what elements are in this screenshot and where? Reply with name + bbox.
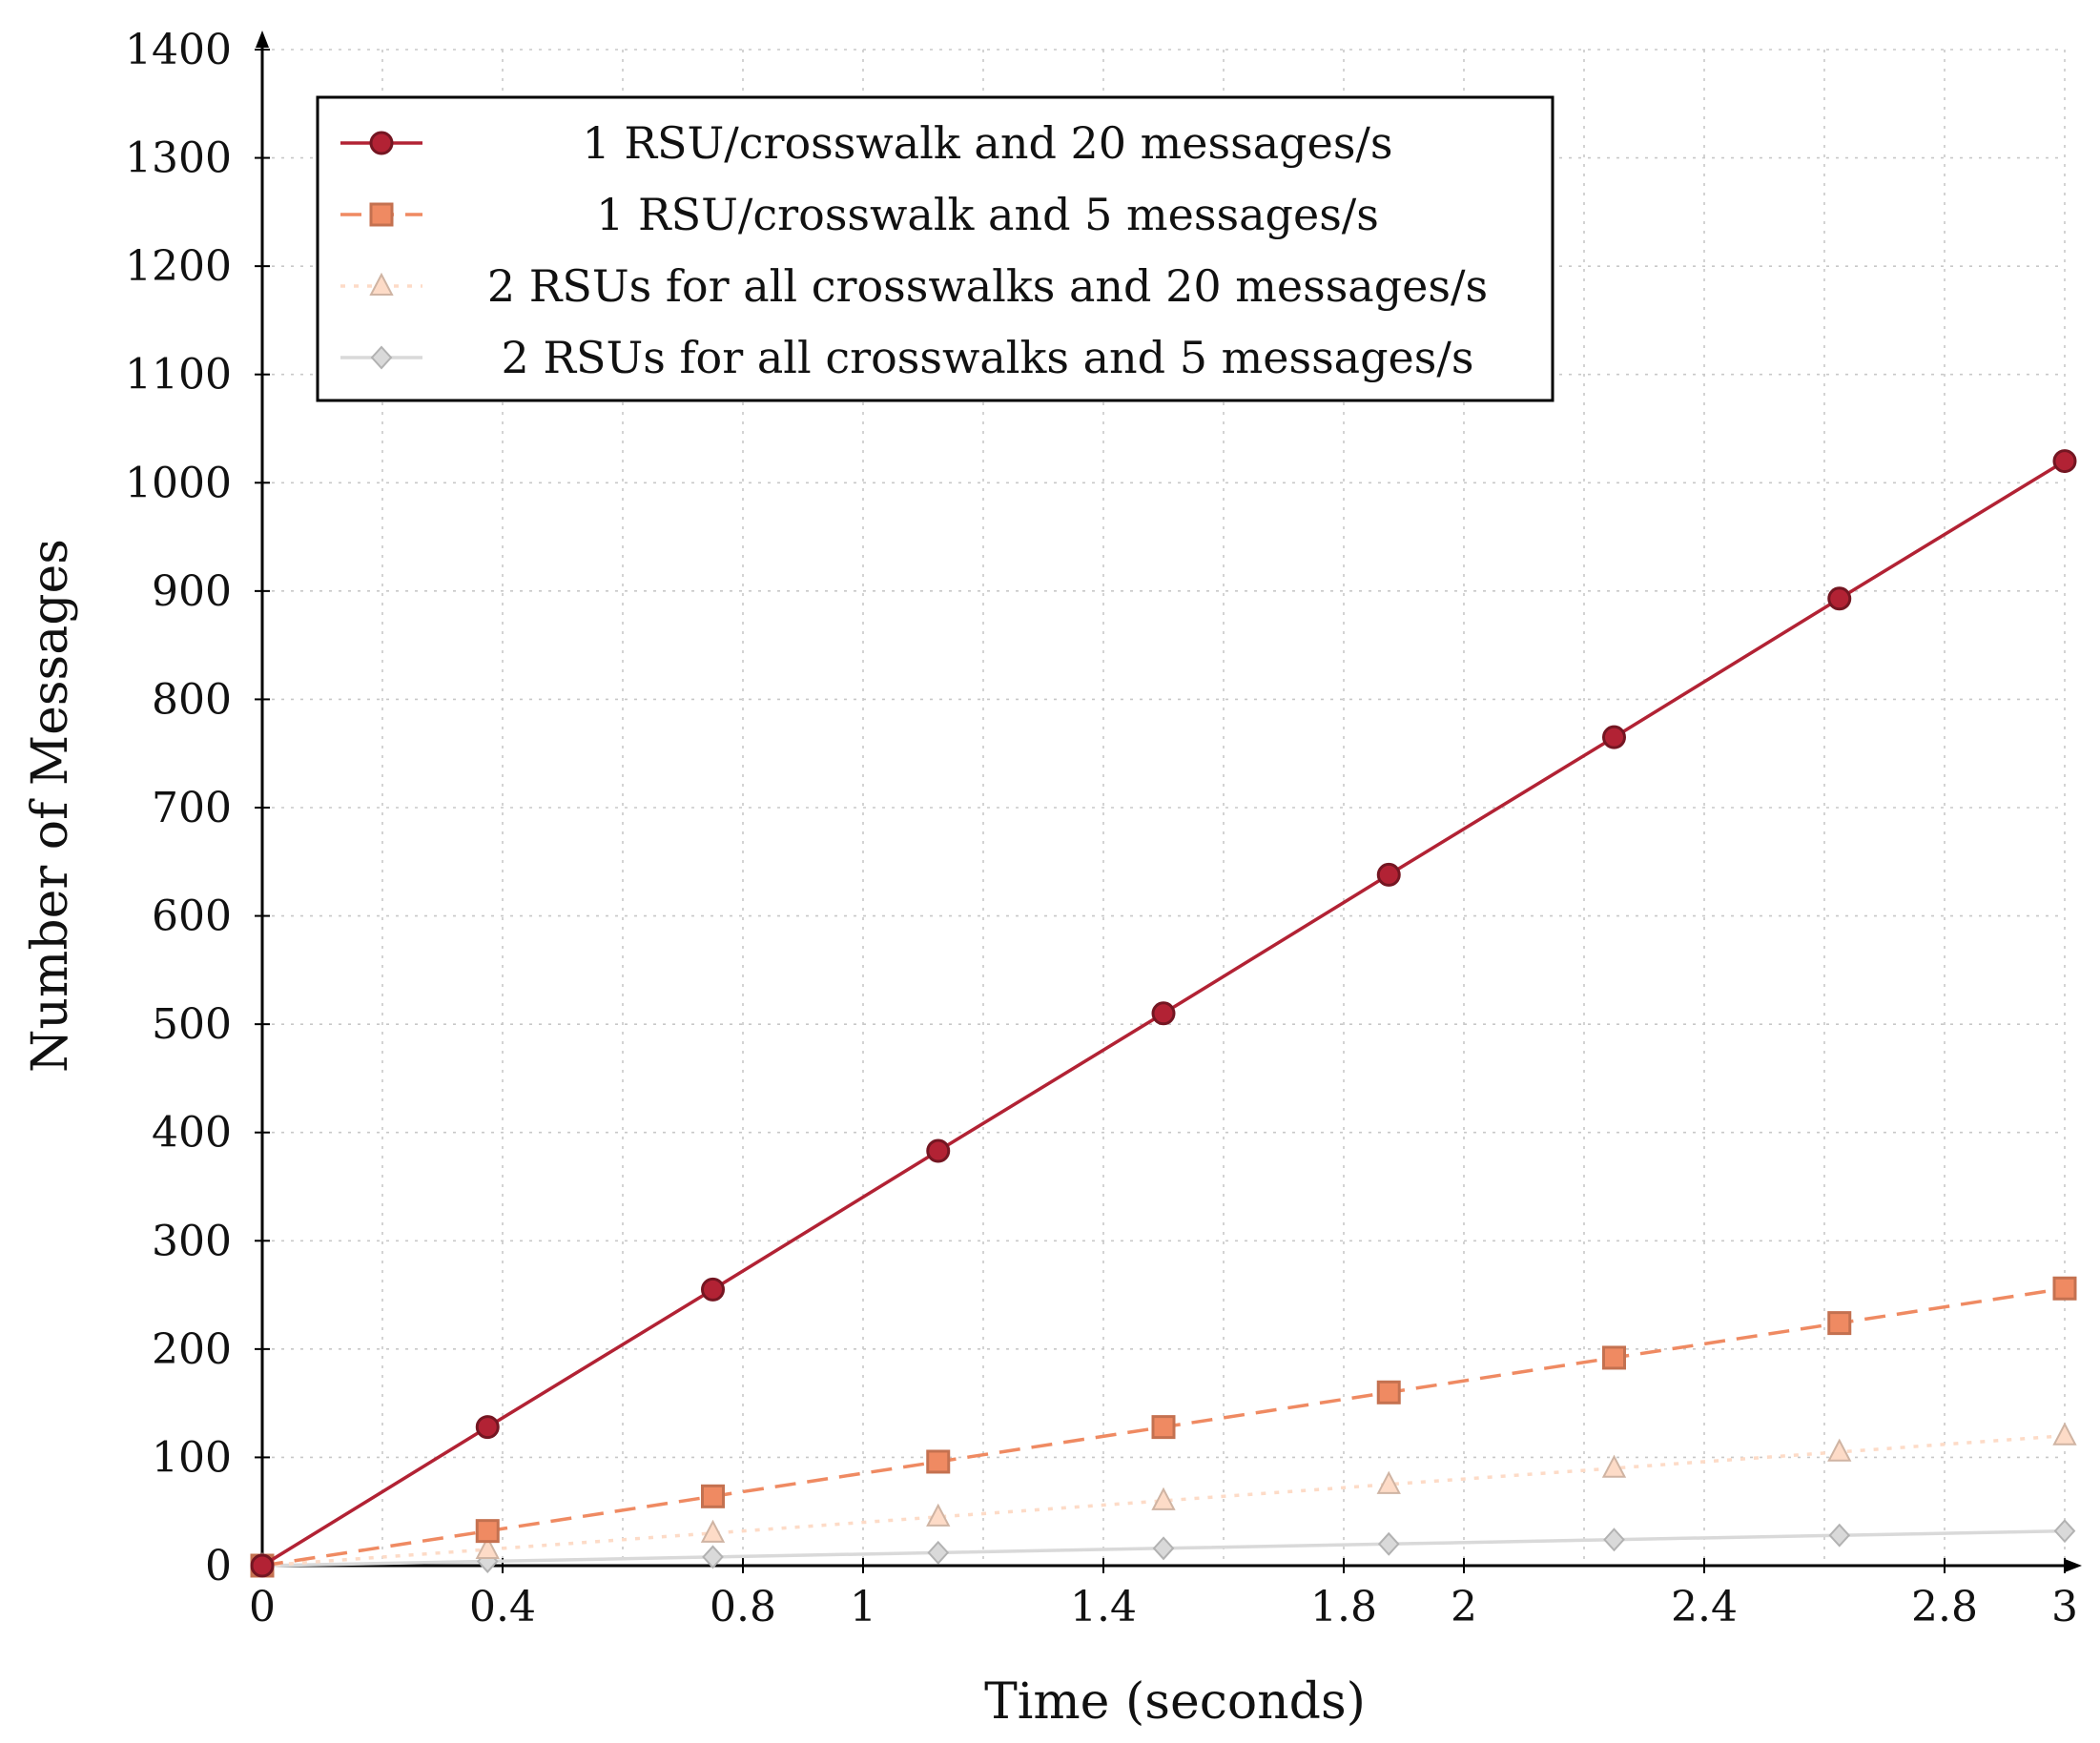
- data-point: [1376, 1470, 1401, 1494]
- data-point: [2052, 1276, 2077, 1301]
- y-tick-label: 600: [152, 892, 232, 941]
- y-tick-label: 0: [205, 1542, 232, 1590]
- x-tick-label: 0.4: [469, 1583, 536, 1631]
- data-point: [2052, 1422, 2077, 1446]
- y-tick-label: 1100: [125, 351, 232, 400]
- x-tick-label: 1.8: [1310, 1583, 1377, 1631]
- data-point: [1151, 1415, 1176, 1440]
- x-tick-label: 3: [2051, 1583, 2078, 1631]
- data-point: [1827, 1438, 1852, 1462]
- y-tick-label: 400: [152, 1109, 232, 1158]
- data-point: [701, 1277, 725, 1302]
- legend-label: 1 RSU/crosswalk and 20 messages/s: [582, 117, 1392, 169]
- y-tick-label: 1000: [125, 459, 232, 507]
- legend: 1 RSU/crosswalk and 20 messages/s 1 RSU/c…: [316, 95, 1554, 402]
- y-tick-label: 1300: [125, 134, 232, 183]
- data-point: [1828, 1523, 1851, 1548]
- x-axis-arrow: [2065, 1559, 2082, 1572]
- x-axis-title: Time (seconds): [984, 1673, 1366, 1731]
- y-tick-label: 100: [152, 1433, 232, 1482]
- legend-label: 2 RSUs for all crosswalks and 20 message…: [487, 260, 1488, 312]
- y-axis-arrow: [256, 31, 269, 48]
- y-tick-label: 300: [152, 1217, 232, 1265]
- data-point: [1827, 586, 1852, 611]
- data-point: [1376, 862, 1401, 887]
- data-point: [1377, 1531, 1400, 1556]
- legend-marker: [370, 345, 393, 370]
- data-point: [927, 1540, 950, 1565]
- data-point: [1151, 1487, 1176, 1510]
- legend-box: [316, 95, 1554, 402]
- data-point: [1601, 1454, 1627, 1478]
- x-tick-label: 2.8: [1911, 1583, 1978, 1631]
- legend-marker: [369, 202, 394, 227]
- data-point: [1602, 1345, 1626, 1370]
- data-point: [926, 1449, 951, 1474]
- axes: 0 0.4 0.8 1 1.4 1.8 2 2.4 2.8 3 0 100 200 300 400 500 60…: [125, 26, 2082, 1631]
- legend-marker: [369, 131, 394, 155]
- data-point: [250, 1553, 275, 1578]
- y-axis-title: Number of Messages: [22, 539, 79, 1073]
- series-2: [250, 1276, 2077, 1578]
- x-tick-label: 0.8: [710, 1583, 776, 1631]
- series-4: [251, 1519, 2076, 1578]
- legend-marker: [369, 272, 394, 296]
- y-tick-label: 900: [152, 567, 232, 616]
- data-point: [2052, 449, 2077, 474]
- data-point: [701, 1484, 725, 1508]
- data-point: [926, 1503, 951, 1527]
- x-tick-label: 1: [850, 1583, 876, 1631]
- y-tick-label: 1400: [125, 26, 232, 74]
- y-tick-label: 700: [152, 784, 232, 832]
- data-point: [475, 1519, 500, 1544]
- y-tick-label: 200: [152, 1325, 232, 1374]
- legend-label: 1 RSU/crosswalk and 5 messages/s: [596, 189, 1379, 240]
- data-point: [475, 1415, 500, 1440]
- y-tick-label: 500: [152, 1000, 232, 1049]
- data-point: [1152, 1536, 1175, 1561]
- x-tick-label: 0: [249, 1583, 276, 1631]
- y-tick-label: 800: [152, 675, 232, 724]
- data-point: [2053, 1519, 2076, 1544]
- legend-label: 2 RSUs for all crosswalks and 5 messages…: [502, 332, 1474, 383]
- data-point: [1603, 1528, 1625, 1552]
- data-point: [1376, 1380, 1401, 1405]
- x-tick-label: 2: [1451, 1583, 1477, 1631]
- series-1: [250, 449, 2077, 1578]
- data-series: [250, 449, 2077, 1578]
- data-point: [700, 1519, 726, 1543]
- data-point: [475, 1535, 500, 1559]
- x-tick-label: 2.4: [1671, 1583, 1738, 1631]
- x-tick-label: 1.4: [1070, 1583, 1137, 1631]
- data-point: [1827, 1311, 1852, 1336]
- data-point: [926, 1138, 951, 1163]
- y-tick-label: 1200: [125, 242, 232, 291]
- data-point: [1151, 1001, 1176, 1026]
- data-point: [702, 1545, 724, 1569]
- data-point: [1602, 725, 1626, 749]
